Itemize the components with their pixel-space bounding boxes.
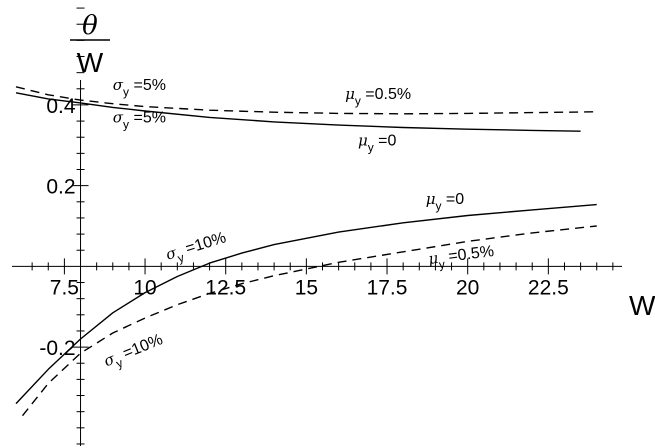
y-tick-label: 0.4 xyxy=(46,95,76,118)
x-tick-label: 7.5 xyxy=(50,276,79,299)
series-line-3-solid xyxy=(15,203,597,405)
series-line-4-dashed xyxy=(21,225,597,417)
tick-labels-group: 7.5 10 12.5 15 17.5 20 22.5-0.20.20.4 xyxy=(39,95,568,360)
x-tick-label: 17.5 xyxy=(367,276,408,299)
y-tick-label: -0.2 xyxy=(39,337,75,360)
curve-annotation: σy =10% xyxy=(101,330,167,375)
curve-annotation: σy =5% xyxy=(113,76,166,99)
x-tick-label: 20 xyxy=(456,276,479,299)
axes-group xyxy=(12,80,622,446)
curve-annotation: σy =10% xyxy=(164,228,230,268)
series-line-1-dashed xyxy=(15,86,597,115)
y-axis-title-denominator: W xyxy=(77,47,104,78)
curve-annotation: μy =0.5% xyxy=(427,242,495,273)
curve-annotation: μy =0.5% xyxy=(345,85,411,108)
y-axis-title-numerator: θ xyxy=(82,11,98,41)
curve-annotation: μy =0 xyxy=(426,190,465,213)
series-line-2-solid xyxy=(15,92,581,132)
x-tick-label: 15 xyxy=(295,276,318,299)
annotations-group: σy =5% μy =0.5% σy =5% μy =0 σy =10% μy =0 μy … xyxy=(101,76,495,375)
x-axis-title: W xyxy=(629,290,655,321)
curve-annotation: σy =5% xyxy=(113,108,166,131)
series-group xyxy=(15,86,597,417)
x-tick-label: 22.5 xyxy=(528,276,569,299)
curve-annotation: μy =0 xyxy=(358,131,397,154)
x-tick-label: 10 xyxy=(133,276,156,299)
ticks-group xyxy=(31,7,614,445)
y-tick-label: 0.2 xyxy=(46,176,75,199)
